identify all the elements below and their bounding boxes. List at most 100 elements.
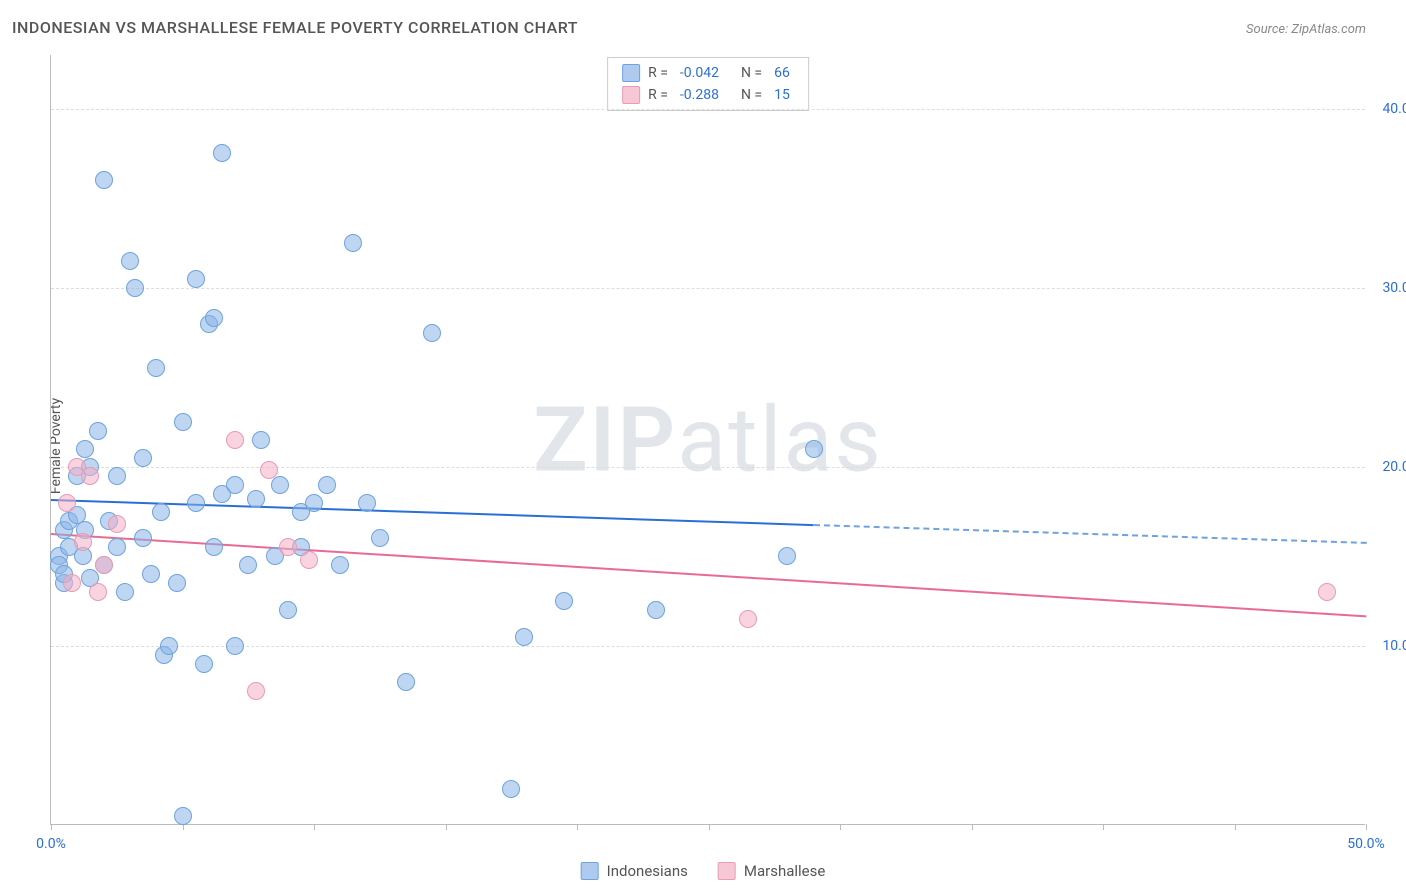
gridline: [51, 646, 1365, 647]
watermark-bold: ZIP: [533, 387, 677, 492]
scatter-point: [76, 440, 94, 458]
legend-swatch: [622, 86, 640, 104]
scatter-point: [174, 413, 192, 431]
scatter-point: [226, 637, 244, 655]
stats-r-label: R =: [648, 87, 668, 103]
trend-line: [51, 533, 1366, 617]
stats-legend: R = -0.042 N = 66 R = -0.288 N = 15: [607, 57, 809, 111]
chart-title: INDONESIAN VS MARSHALLESE FEMALE POVERTY…: [12, 18, 578, 37]
legend-label: Marshallese: [744, 862, 825, 880]
gridline: [51, 288, 1365, 289]
stats-row: R = -0.042 N = 66: [622, 62, 794, 84]
stats-n-label: N =: [741, 65, 762, 81]
gridline: [51, 467, 1365, 468]
x-tick: [51, 824, 52, 830]
legend-swatch: [581, 862, 599, 880]
x-tick: [446, 824, 447, 830]
legend-swatch: [622, 64, 640, 82]
scatter-point: [279, 538, 297, 556]
x-tick: [840, 824, 841, 830]
scatter-point: [502, 780, 520, 798]
scatter-point: [397, 673, 415, 691]
x-tick-label: 50.0%: [1347, 836, 1385, 852]
scatter-point: [108, 538, 126, 556]
trend-line: [814, 524, 1366, 544]
watermark-light: atlas: [677, 387, 883, 492]
scatter-point: [81, 467, 99, 485]
scatter-point: [1318, 583, 1336, 601]
scatter-point: [247, 490, 265, 508]
stats-n-value: 15: [774, 87, 790, 103]
scatter-point: [95, 171, 113, 189]
scatter-point: [226, 431, 244, 449]
legend-swatch: [718, 862, 736, 880]
y-tick-label: 40.0%: [1370, 101, 1406, 117]
scatter-point: [174, 807, 192, 825]
scatter-point: [160, 637, 178, 655]
scatter-point: [147, 359, 165, 377]
scatter-point: [152, 503, 170, 521]
x-tick-label: 0.0%: [36, 836, 66, 852]
scatter-point: [121, 252, 139, 270]
x-tick: [1235, 824, 1236, 830]
watermark: ZIPatlas: [533, 387, 883, 492]
scatter-point: [805, 440, 823, 458]
scatter-point: [226, 476, 244, 494]
scatter-point: [300, 551, 318, 569]
scatter-point: [778, 547, 796, 565]
scatter-point: [205, 309, 223, 327]
scatter-point: [108, 467, 126, 485]
legend-label: Indonesians: [607, 862, 688, 880]
scatter-point: [515, 628, 533, 646]
scatter-point: [318, 476, 336, 494]
x-tick: [709, 824, 710, 830]
legend-item: Indonesians: [581, 862, 688, 880]
scatter-point: [358, 494, 376, 512]
scatter-point: [108, 515, 126, 533]
x-tick: [972, 824, 973, 830]
scatter-point: [134, 449, 152, 467]
scatter-point: [252, 431, 270, 449]
scatter-point: [89, 583, 107, 601]
stats-n-label: N =: [741, 87, 762, 103]
scatter-point: [279, 601, 297, 619]
scatter-point: [271, 476, 289, 494]
plot-area: ZIPatlas R =-0.042N =66R =-0.288N =15 10…: [50, 55, 1365, 825]
scatter-point: [555, 592, 573, 610]
gridline: [51, 109, 1365, 110]
scatter-point: [423, 324, 441, 342]
scatter-point: [647, 601, 665, 619]
scatter-point: [344, 234, 362, 252]
scatter-point: [331, 556, 349, 574]
y-tick-label: 20.0%: [1370, 459, 1406, 475]
scatter-point: [187, 494, 205, 512]
bottom-legend: Indonesians Marshallese: [581, 862, 826, 880]
scatter-point: [247, 682, 265, 700]
x-tick: [577, 824, 578, 830]
x-tick: [314, 824, 315, 830]
scatter-point: [195, 655, 213, 673]
stats-r-value: -0.042: [680, 65, 719, 81]
scatter-point: [58, 494, 76, 512]
x-tick: [1366, 824, 1367, 830]
stats-r-label: R =: [648, 65, 668, 81]
scatter-point: [213, 144, 231, 162]
x-tick: [1103, 824, 1104, 830]
stats-row: R = -0.288 N = 15: [622, 84, 794, 106]
scatter-point: [239, 556, 257, 574]
stats-n-value: 66: [774, 65, 790, 81]
chart-container: INDONESIAN VS MARSHALLESE FEMALE POVERTY…: [0, 0, 1406, 892]
scatter-point: [305, 494, 323, 512]
stats-r-value: -0.288: [680, 87, 719, 103]
scatter-point: [187, 270, 205, 288]
scatter-point: [205, 538, 223, 556]
scatter-point: [168, 574, 186, 592]
y-tick-label: 10.0%: [1370, 638, 1406, 654]
scatter-point: [63, 574, 81, 592]
scatter-point: [116, 583, 134, 601]
scatter-point: [739, 610, 757, 628]
scatter-point: [142, 565, 160, 583]
scatter-point: [134, 529, 152, 547]
source-attribution: Source: ZipAtlas.com: [1246, 22, 1366, 37]
scatter-point: [371, 529, 389, 547]
